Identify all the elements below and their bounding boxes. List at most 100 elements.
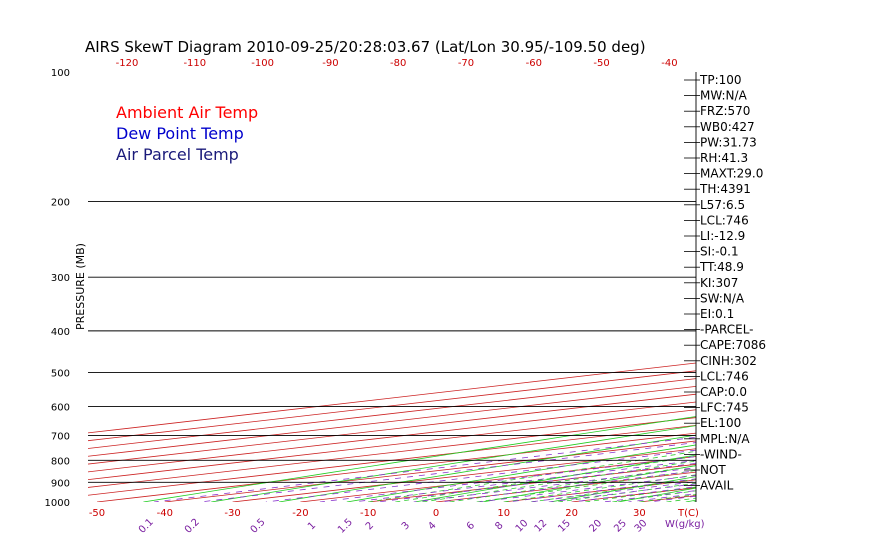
bottom-temp-tick: -30: [224, 508, 240, 519]
mixing-ratio-tick: 0.2: [183, 517, 202, 536]
dry-adiabat-line: [414, 454, 696, 502]
mixing-ratio-tick: 4: [426, 520, 438, 532]
mixing-ratio-tick: 8: [493, 520, 505, 532]
legend-entry: Air Parcel Temp: [116, 145, 239, 164]
mixing-ratio-tick: 30: [633, 518, 650, 535]
pressure-tick-label: 500: [51, 369, 70, 380]
mixing-ratio-line: [478, 475, 696, 502]
stat-entry: CINH:302: [700, 354, 757, 368]
dry-adiabat-line: [143, 416, 696, 502]
stat-entry: EI:0.1: [700, 307, 734, 321]
top-temp-tick: -110: [183, 58, 206, 69]
chart-legend: Ambient Air Temp Dew Point Temp Air Parcel…: [116, 103, 258, 164]
isotherm-line: [88, 362, 696, 434]
top-temp-tick: -80: [390, 58, 406, 69]
stat-entry: SW:N/A: [700, 291, 745, 305]
mixing-ratio-line: [413, 467, 696, 502]
stat-entry: MW:N/A: [700, 89, 748, 103]
moist-adiabat-lines: [368, 450, 696, 502]
mixing-ratio-tick: 20: [587, 518, 604, 535]
stat-entry: PW:31.73: [700, 135, 757, 149]
mixing-ratio-ticks: 0.1 0.2 0.5 1 1.5 2 3 4 6 8 10 12 15 20 25 30: [137, 517, 650, 536]
top-temp-tick: -50: [593, 58, 609, 69]
top-temp-tick: -70: [458, 58, 474, 69]
series-line-1: [801, 72, 870, 476]
mixing-ratio-tick: 10: [514, 518, 531, 535]
mixing-ratio-line: [440, 470, 696, 502]
chart-title: AIRS SkewT Diagram 2010-09-25/20:28:03.6…: [85, 38, 646, 56]
bottom-temp-tick: -20: [292, 508, 308, 519]
pressure-tick-label: 1000: [45, 498, 70, 509]
stat-entry: AVAIL: [700, 479, 734, 493]
bottom-temp-tick: -10: [360, 508, 376, 519]
stat-entry: MPL:N/A: [700, 432, 750, 446]
stat-entry: KI:307: [700, 276, 738, 290]
stat-entry: CAPE:7086: [700, 338, 766, 352]
top-temp-tick: -90: [322, 58, 338, 69]
legend-entry: Dew Point Temp: [116, 124, 244, 143]
bottom-temp-tick: 20: [565, 508, 578, 519]
x-axis-label: T(C): [677, 508, 699, 519]
stat-entry: CAP:0.0: [700, 385, 747, 399]
mixing-ratio-line: [353, 460, 696, 502]
stat-entry: LI:-12.9: [700, 229, 745, 243]
series-line-2: [840, 72, 870, 478]
stat-entry: WB0:427: [700, 120, 755, 134]
stat-entry: MAXT:29.0: [700, 167, 763, 181]
stat-entry: LFC:745: [700, 401, 749, 415]
isotherm-line: [232, 448, 696, 502]
cape-hatch-area: [844, 76, 870, 476]
mixing-ratio-line: [507, 478, 696, 502]
pressure-tick-label: 600: [51, 403, 70, 414]
mixing-ratio-tick: 1: [306, 520, 318, 532]
mixing-ratio-lines: [154, 436, 696, 502]
top-temp-tick: -40: [661, 58, 677, 69]
bottom-temp-tick: 10: [497, 508, 510, 519]
mixing-ratio-line: [200, 442, 696, 502]
series-line-0: [840, 72, 870, 478]
isotherm-line: [88, 417, 696, 488]
stat-entry: -WIND-: [700, 447, 742, 461]
dry-adiabat-line: [482, 465, 696, 502]
stat-entry: RH:41.3: [700, 151, 748, 165]
isotherm-line: [88, 409, 696, 481]
isotherm-line: [435, 471, 696, 502]
moist-adiabat-line: [666, 497, 696, 502]
isotherm-line: [88, 424, 696, 496]
dry-adiabat-line: [821, 72, 870, 502]
mixing-ratio-tick: 0.1: [137, 517, 156, 536]
mixing-ratio-axis-label: W(g/kg): [665, 519, 705, 530]
isotherm-line: [88, 401, 696, 473]
mixing-ratio-tick: 1.5: [336, 517, 355, 536]
stat-entry: TP:100: [699, 73, 742, 87]
mixing-ratio-tick: 12: [533, 518, 550, 535]
isotherm-line: [88, 393, 696, 465]
pressure-tick-label: 900: [51, 478, 70, 489]
mixing-ratio-tick: 25: [612, 518, 629, 535]
mixing-ratio-line: [319, 456, 696, 502]
pressure-tick-label: 400: [51, 327, 70, 338]
top-temp-tick: -60: [526, 58, 542, 69]
bottom-temp-tick: -40: [157, 508, 173, 519]
bottom-temp-tick: 0: [433, 508, 439, 519]
mixing-ratio-tick: 6: [465, 520, 477, 532]
top-temp-tick: -100: [251, 58, 274, 69]
isotherm-line: [88, 370, 696, 442]
stat-entry: -PARCEL-: [700, 323, 754, 337]
dry-adiabat-line: [211, 425, 696, 502]
mixing-ratio-tick: 2: [364, 520, 376, 532]
dry-adiabat-line: [278, 434, 696, 502]
stat-entry: FRZ:570: [700, 104, 750, 118]
bottom-temperature-ticks: -50 -40 -30 -20 -10 0 10 20 30: [89, 508, 646, 519]
moist-adiabat-line: [422, 460, 696, 502]
mixing-ratio-tick: 15: [556, 518, 573, 535]
stat-entry: LCL:746: [700, 213, 749, 227]
sounding-series: [801, 72, 870, 478]
stat-entry: TH:4391: [699, 182, 751, 196]
stat-entry: LCL:746: [700, 369, 749, 383]
isotherm-line: [88, 378, 696, 449]
bottom-temp-tick: 30: [633, 508, 646, 519]
stat-entry: EL:100: [700, 416, 741, 430]
